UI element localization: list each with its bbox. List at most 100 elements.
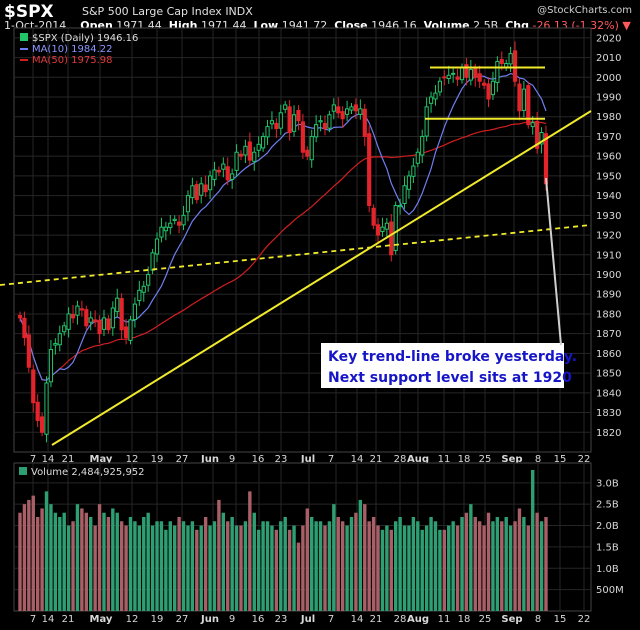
- volume-bar: [394, 521, 398, 611]
- volume-bar: [181, 521, 186, 611]
- price-grid: [14, 28, 591, 452]
- volume-bar: [327, 521, 332, 611]
- price-legend: $SPX (Daily) 1946.16 MA(10) 1984.22 MA(5…: [20, 33, 138, 66]
- volume-bar: [433, 521, 438, 611]
- volume-bar: [217, 499, 221, 611]
- candle-body: [353, 104, 359, 112]
- volume-bar: [460, 517, 464, 611]
- volume-x-axis: 7 14 21 May 12 19 27 Jun 9 16 23 Jul 7 14 21 28 Aug 11 18 2…: [30, 614, 591, 625]
- candle-body: [331, 104, 336, 112]
- volume-bar: [301, 525, 305, 611]
- candle-body: [420, 135, 425, 156]
- price-x-tick: Sep: [501, 454, 522, 465]
- index-name: S&P 500 Large Cap Index INDX: [82, 5, 253, 18]
- candle-body: [190, 185, 195, 199]
- candle-body: [181, 214, 186, 226]
- candle-body: [287, 106, 292, 134]
- volume-bar: [159, 521, 164, 611]
- volume-bar: [407, 525, 411, 611]
- volume-bar: [517, 508, 522, 611]
- volume-bar: [279, 521, 283, 611]
- volume-x-tick: 12: [126, 614, 139, 625]
- volume-x-tick: Aug: [407, 614, 429, 625]
- price-x-tick: Jul: [300, 454, 315, 465]
- candle-body: [358, 108, 363, 115]
- candle-body: [168, 222, 173, 229]
- volume-bar: [212, 521, 217, 611]
- candle-body: [384, 222, 389, 230]
- volume-bar: [385, 525, 389, 611]
- volume-x-tick: 14: [42, 614, 55, 625]
- volume-bar: [482, 525, 486, 611]
- volume-bar: [508, 525, 513, 611]
- price-y-tick: 1840: [596, 388, 621, 399]
- volume-bar: [208, 525, 212, 611]
- volume-x-tick: 7: [30, 614, 36, 625]
- volume-bar: [195, 529, 199, 611]
- candle-body: [128, 319, 133, 341]
- price-x-tick: 27: [176, 454, 189, 465]
- volume-bar: [398, 517, 402, 611]
- price-x-tick: 21: [370, 454, 383, 465]
- candle-body: [26, 334, 31, 368]
- price-x-tick: 25: [479, 454, 492, 465]
- candle-body: [446, 74, 451, 79]
- price-y-tick: 1820: [596, 428, 621, 439]
- volume-bar: [93, 525, 97, 611]
- volume-bar: [40, 508, 44, 611]
- candle-body: [468, 68, 473, 81]
- candle-body: [499, 59, 504, 64]
- volume-bar: [243, 521, 248, 611]
- volume-bar: [102, 512, 106, 611]
- candle-body: [367, 133, 372, 206]
- volume-y-tick: 2.5B: [596, 500, 619, 511]
- annotation-pointer: [545, 177, 562, 346]
- price-y-tick: 1860: [596, 349, 621, 360]
- volume-bar: [66, 525, 71, 611]
- candle-body: [521, 88, 526, 111]
- candles: [17, 41, 549, 443]
- volume-y-tick: 500M: [596, 585, 624, 596]
- price-y-tick: 2020: [596, 33, 621, 44]
- candle-body: [424, 106, 429, 137]
- volume-x-tick: May: [90, 614, 113, 625]
- volume-bar: [486, 512, 491, 611]
- volume-bar: [371, 517, 376, 611]
- volume-bar: [239, 525, 243, 611]
- volume-bar: [137, 525, 142, 611]
- candle-body: [207, 175, 213, 191]
- price-y-tick: 1920: [596, 231, 621, 242]
- volume-x-tick: 16: [252, 614, 265, 625]
- price-x-tick: 14: [351, 454, 364, 465]
- price-x-tick: 7: [328, 454, 334, 465]
- volume-bar: [80, 508, 84, 611]
- volume-bar: [261, 521, 265, 611]
- volume-x-tick: 8: [535, 614, 541, 625]
- price-x-tick: May: [90, 454, 113, 465]
- candle-body: [309, 135, 314, 161]
- candle-body: [402, 185, 407, 205]
- candle-body: [106, 318, 111, 331]
- volume-bar: [314, 521, 318, 611]
- candle-body: [172, 218, 177, 221]
- volume-bar: [186, 525, 190, 611]
- price-x-axis: 7 14 21 May 12 19 27 Jun 9 16 23 Jul 7 14 21 28 Aug 11 18 2…: [30, 454, 591, 465]
- ma50-line: [19, 121, 547, 381]
- volume-bar: [248, 491, 252, 611]
- volume-bar: [526, 525, 530, 611]
- volume-x-tick: 25: [479, 614, 492, 625]
- candle-body: [66, 313, 71, 330]
- volume-x-tick: Sep: [501, 614, 522, 625]
- ma50-layer: [19, 121, 547, 381]
- volume-bar: [500, 521, 504, 611]
- candle-body: [234, 151, 239, 171]
- volume-bar: [234, 525, 239, 611]
- candle-body: [163, 226, 168, 232]
- candle-body: [137, 289, 142, 302]
- volume-bar: [119, 521, 124, 611]
- volume-bar: [336, 517, 340, 611]
- candle-body: [44, 382, 49, 435]
- price-x-tick: 19: [151, 454, 164, 465]
- candle-body: [322, 122, 328, 130]
- candle-body: [79, 308, 84, 311]
